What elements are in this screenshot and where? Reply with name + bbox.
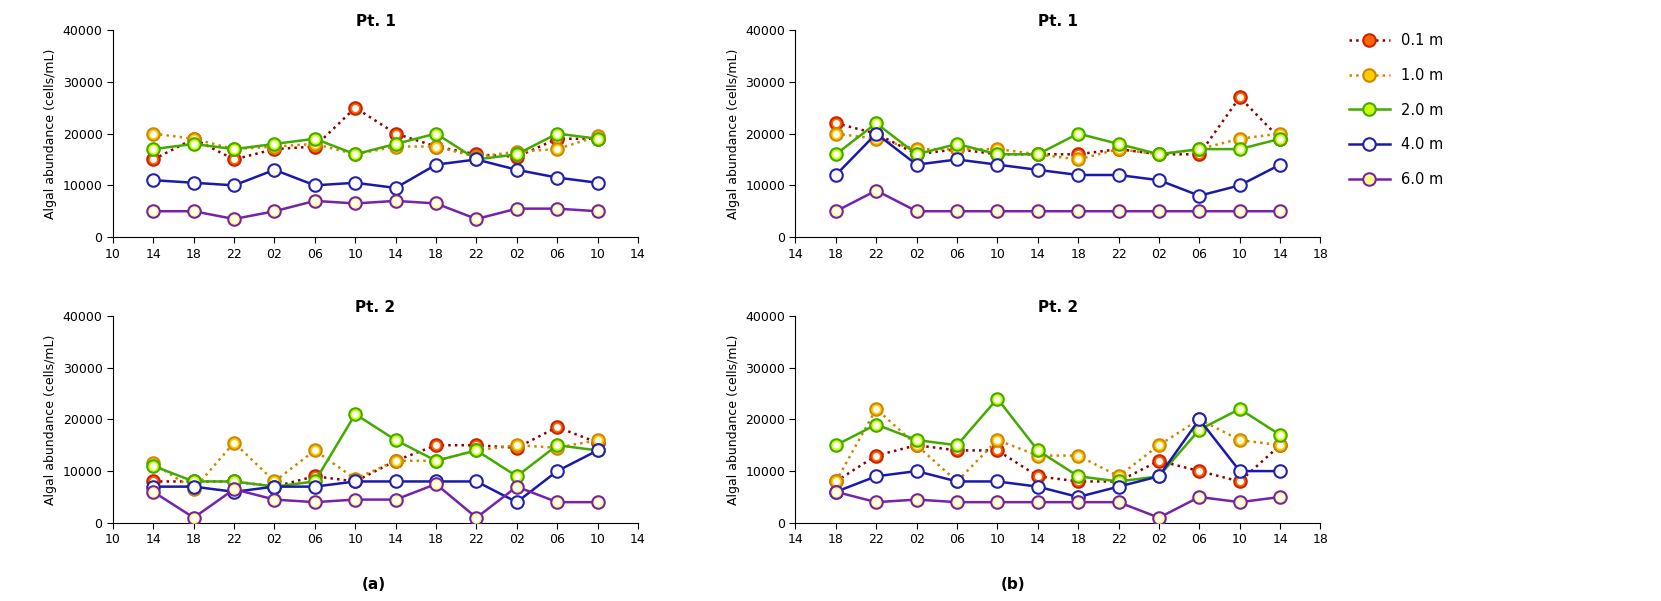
Legend: 0.1 m, 1.0 m, 2.0 m, 4.0 m, 6.0 m: 0.1 m, 1.0 m, 2.0 m, 4.0 m, 6.0 m [1349, 33, 1443, 187]
Y-axis label: Algal abundance (cells/mL): Algal abundance (cells/mL) [726, 334, 739, 504]
Title: Pt. 1: Pt. 1 [355, 14, 395, 29]
Text: (a): (a) [362, 577, 385, 592]
Y-axis label: Algal abundance (cells/mL): Algal abundance (cells/mL) [45, 49, 56, 219]
Title: Pt. 1: Pt. 1 [1038, 14, 1078, 29]
Title: Pt. 2: Pt. 2 [355, 300, 395, 315]
Title: Pt. 2: Pt. 2 [1038, 300, 1078, 315]
Text: (b): (b) [1002, 577, 1025, 592]
Y-axis label: Algal abundance (cells/mL): Algal abundance (cells/mL) [45, 334, 56, 504]
Y-axis label: Algal abundance (cells/mL): Algal abundance (cells/mL) [726, 49, 739, 219]
